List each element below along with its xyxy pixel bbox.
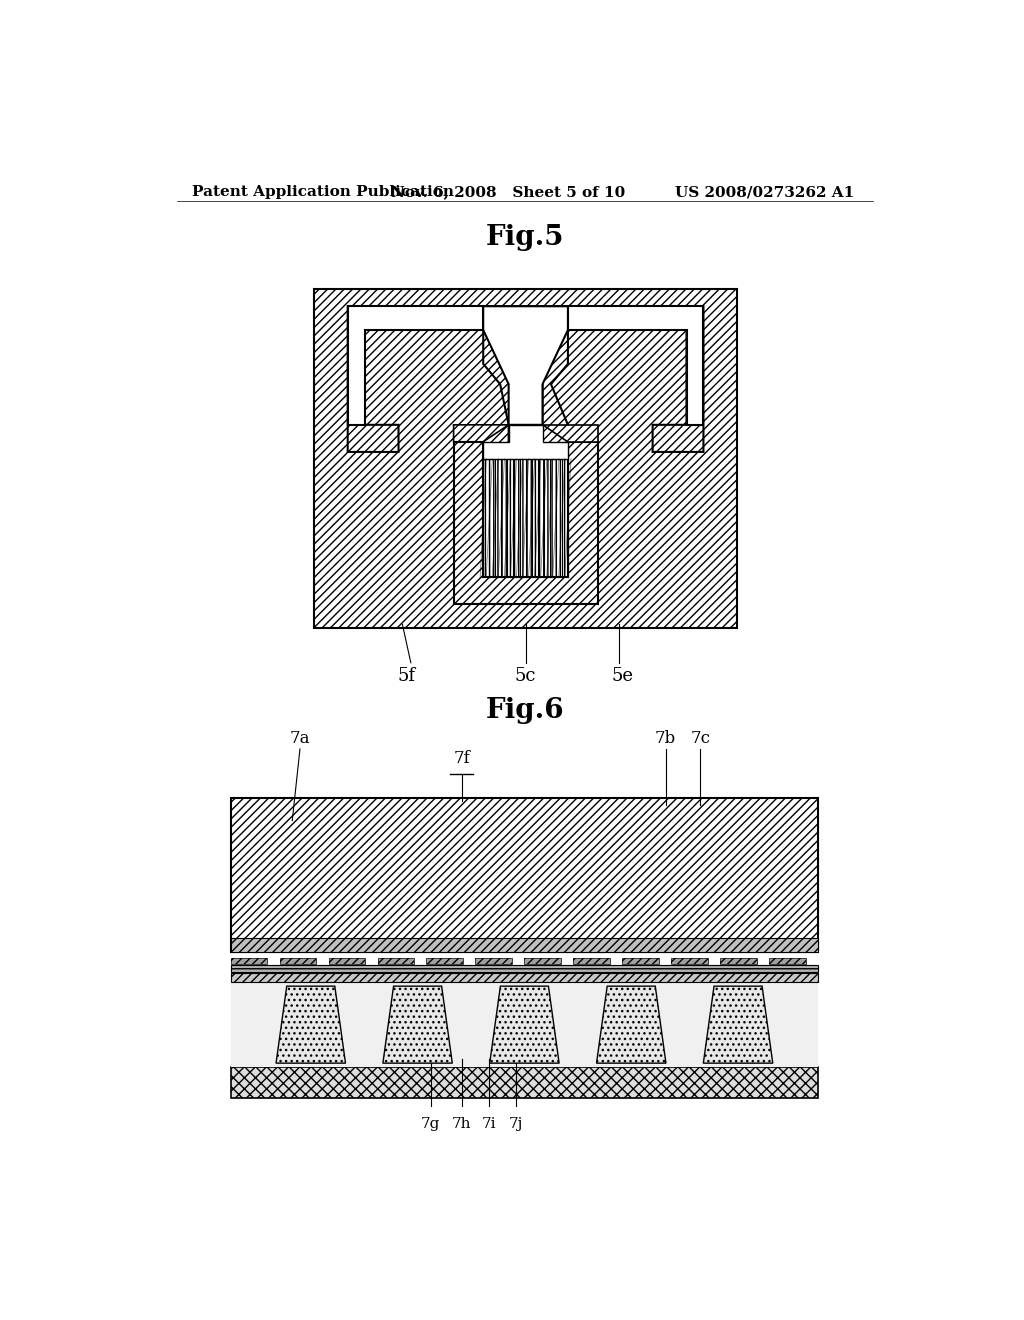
Bar xyxy=(230,982,818,1067)
Bar xyxy=(230,937,818,952)
Bar xyxy=(475,958,512,964)
Bar xyxy=(720,958,757,964)
Polygon shape xyxy=(454,442,598,605)
Text: 7i: 7i xyxy=(481,1117,496,1131)
Polygon shape xyxy=(454,425,509,442)
Bar xyxy=(524,958,561,964)
Polygon shape xyxy=(383,986,453,1063)
Bar xyxy=(230,1067,818,1098)
Bar xyxy=(313,289,737,628)
Text: Fig.6: Fig.6 xyxy=(485,697,564,725)
Bar xyxy=(623,958,659,964)
Bar xyxy=(230,958,267,964)
Bar xyxy=(427,958,463,964)
Bar xyxy=(230,1067,818,1098)
Bar xyxy=(769,958,806,964)
Bar xyxy=(672,958,708,964)
Bar xyxy=(524,958,561,964)
Bar xyxy=(230,958,267,964)
Text: 7h: 7h xyxy=(452,1117,471,1131)
Bar xyxy=(672,958,708,964)
Bar xyxy=(313,289,737,628)
Text: 7f: 7f xyxy=(454,750,470,767)
Polygon shape xyxy=(348,306,483,425)
Text: 5e: 5e xyxy=(612,667,634,685)
Bar xyxy=(230,797,818,952)
Polygon shape xyxy=(276,986,345,1063)
Text: Patent Application Publication: Patent Application Publication xyxy=(193,185,455,199)
Polygon shape xyxy=(489,986,559,1063)
Bar xyxy=(230,965,818,972)
Bar xyxy=(623,958,659,964)
Bar xyxy=(230,937,818,952)
Bar xyxy=(230,965,818,972)
Polygon shape xyxy=(703,986,773,1063)
Bar xyxy=(329,958,366,964)
Bar xyxy=(427,958,463,964)
Polygon shape xyxy=(597,986,666,1063)
Bar xyxy=(573,958,610,964)
Text: Nov. 6, 2008   Sheet 5 of 10: Nov. 6, 2008 Sheet 5 of 10 xyxy=(391,185,625,199)
Text: US 2008/0273262 A1: US 2008/0273262 A1 xyxy=(675,185,854,199)
Bar xyxy=(230,973,818,982)
Bar xyxy=(230,973,818,982)
Text: 5c: 5c xyxy=(515,667,537,685)
Polygon shape xyxy=(483,425,568,459)
Bar xyxy=(769,958,806,964)
Text: 7a: 7a xyxy=(290,730,310,747)
Polygon shape xyxy=(348,306,543,451)
Bar xyxy=(280,958,316,964)
Polygon shape xyxy=(568,306,703,425)
Bar xyxy=(378,958,415,964)
Bar xyxy=(720,958,757,964)
Text: 7b: 7b xyxy=(655,730,676,747)
Text: 5f: 5f xyxy=(398,667,416,685)
Text: Fig.5: Fig.5 xyxy=(485,224,564,251)
Polygon shape xyxy=(543,306,703,451)
Bar xyxy=(280,958,316,964)
Text: 7j: 7j xyxy=(508,1117,522,1131)
Bar xyxy=(573,958,610,964)
Bar xyxy=(230,797,818,952)
Polygon shape xyxy=(543,425,598,442)
Bar xyxy=(329,958,366,964)
Text: 7c: 7c xyxy=(690,730,711,747)
Bar xyxy=(378,958,415,964)
Text: 7g: 7g xyxy=(421,1117,440,1131)
Polygon shape xyxy=(483,306,568,425)
Bar xyxy=(475,958,512,964)
Polygon shape xyxy=(483,459,568,577)
